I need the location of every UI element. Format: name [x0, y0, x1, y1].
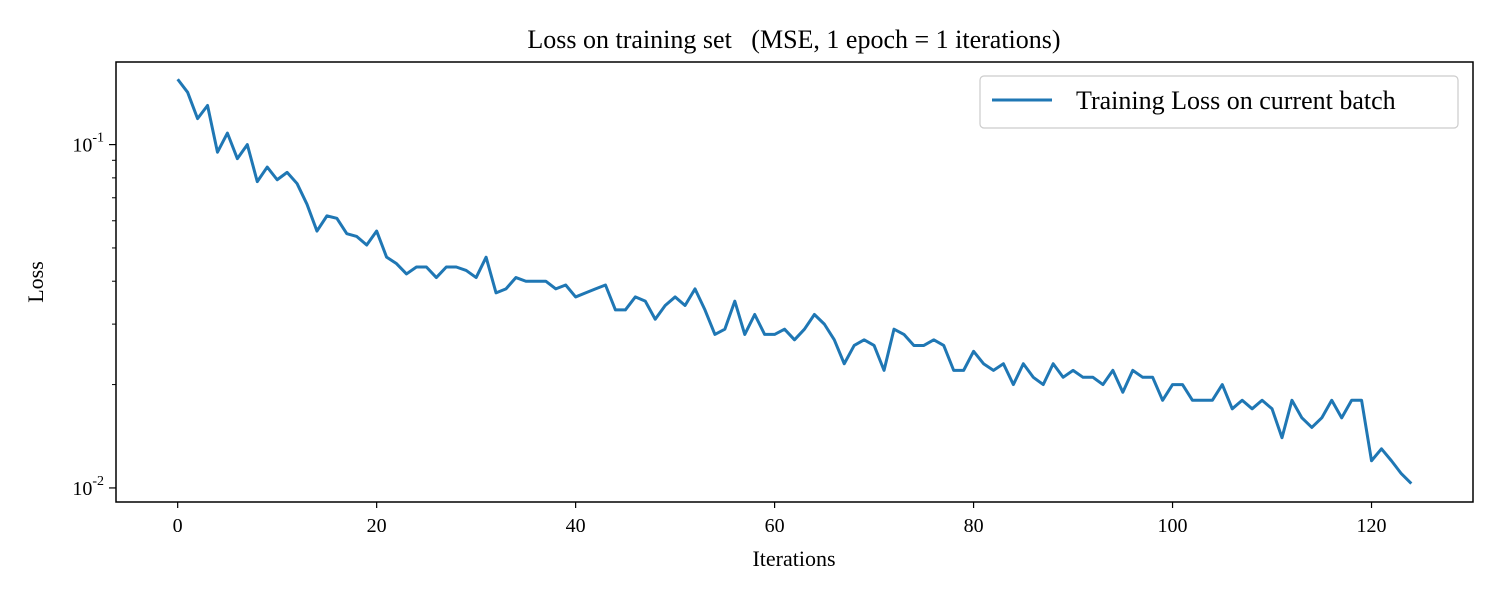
y-tick-label-base: 10 [72, 478, 92, 500]
plot-area [115, 61, 1474, 503]
y-axis: 10-210-1 [72, 131, 116, 500]
axes-frame [115, 61, 1474, 503]
legend-label: Training Loss on current batch [1076, 86, 1396, 115]
x-axis-title: Iterations [752, 546, 835, 571]
chart-title: Loss on training set (MSE, 1 epoch = 1 i… [527, 25, 1060, 54]
series-layer [176, 78, 1413, 485]
legend-box [979, 75, 1459, 129]
x-tick-label: 120 [1357, 515, 1387, 537]
series-line [176, 78, 1413, 485]
x-tick-label: 20 [367, 515, 387, 537]
x-tick-label: 0 [173, 515, 183, 537]
y-tick-label: 10-1 [72, 131, 104, 157]
x-tick-label: 60 [765, 515, 785, 537]
y-tick-label: 10-2 [72, 474, 104, 500]
x-tick-label: 100 [1158, 515, 1188, 537]
y-tick-label-exponent: -2 [92, 474, 104, 489]
y-axis-title: Loss [23, 261, 48, 303]
x-axis: 0 20 40 60 80 100 120 [173, 502, 1387, 537]
y-tick-label-exponent: -1 [92, 131, 104, 146]
x-tick-label: 40 [566, 515, 586, 537]
legend: Training Loss on current batch [979, 75, 1459, 129]
y-tick-label-base: 10 [72, 135, 92, 157]
x-tick-label: 80 [964, 515, 984, 537]
